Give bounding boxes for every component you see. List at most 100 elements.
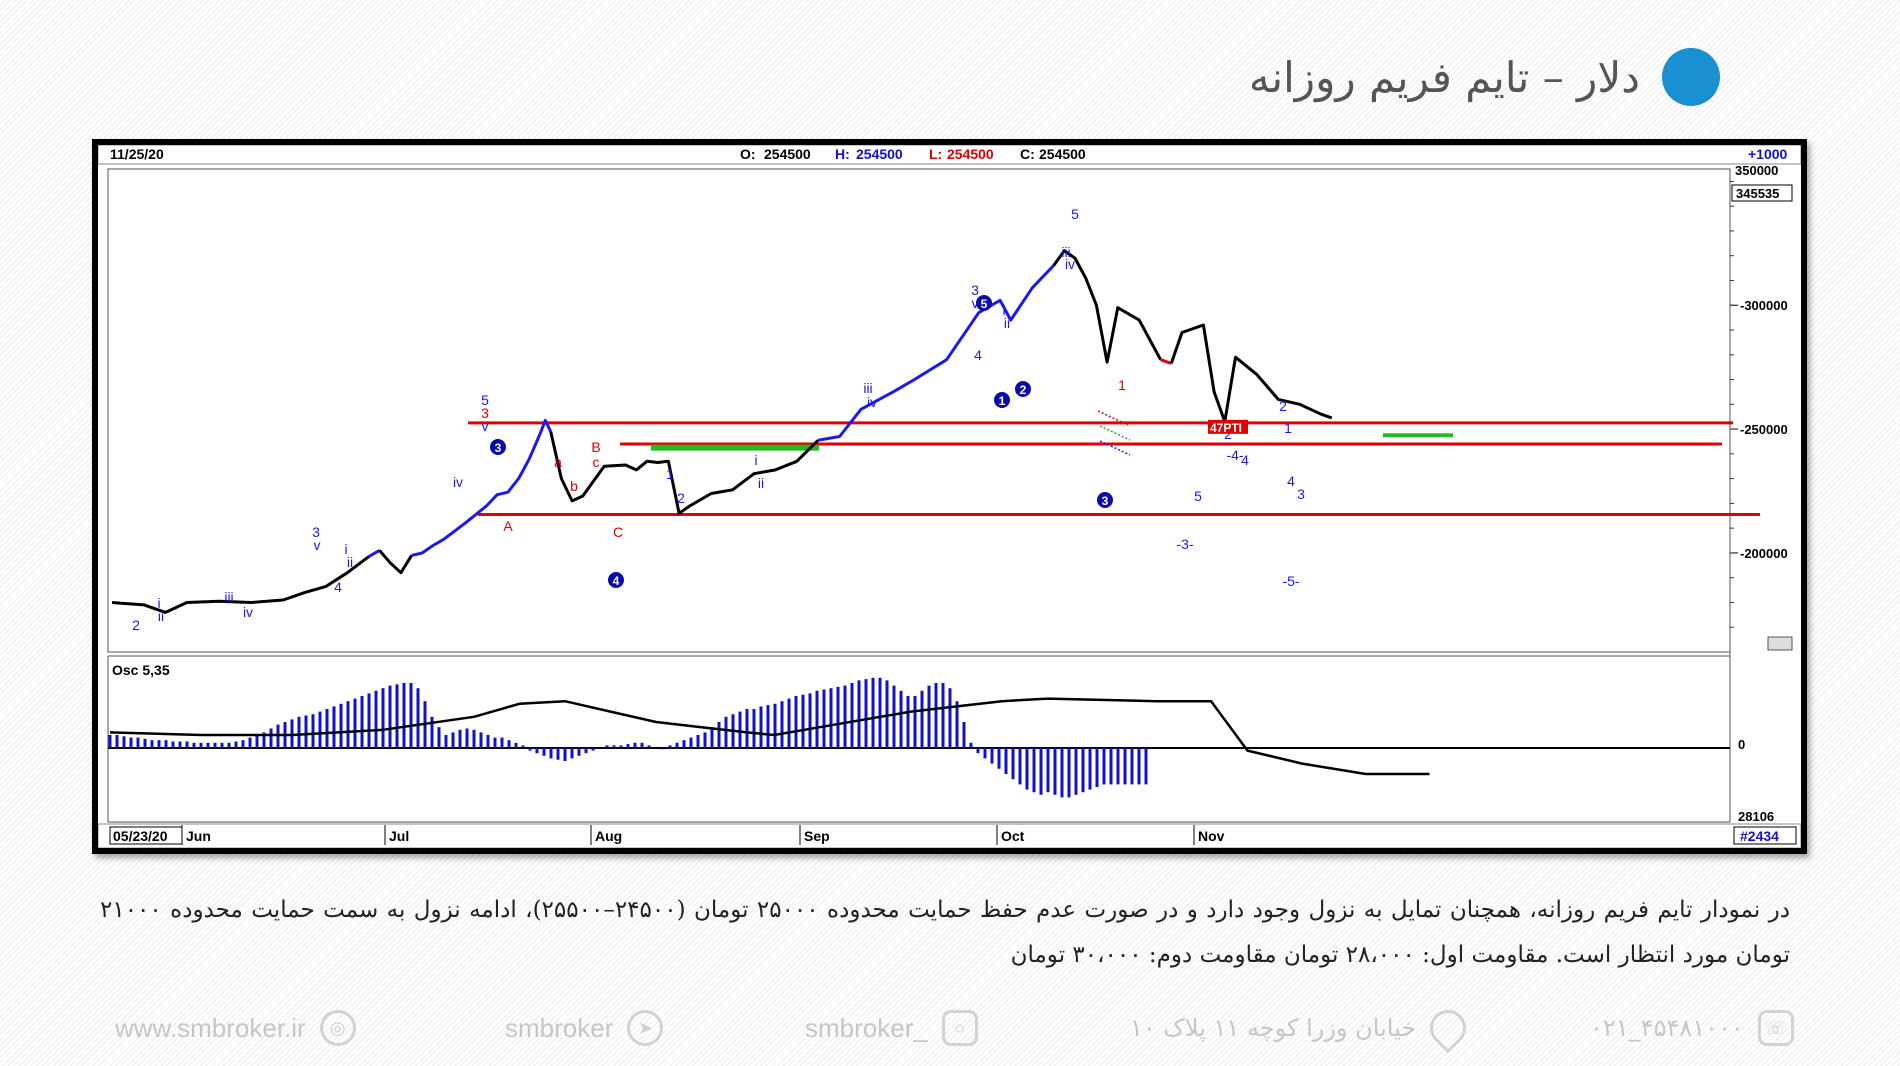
projection-line: [1099, 425, 1131, 441]
wave-label: iii: [224, 589, 233, 605]
wave-label: i: [344, 541, 347, 557]
price-line: [111, 249, 1333, 614]
phone-icon: ☏: [1757, 1010, 1794, 1046]
green-zone: [651, 444, 819, 451]
y-tick-label: -300000: [1740, 298, 1788, 313]
chart-date: 11/25/20: [110, 146, 164, 162]
wave-label: ii: [758, 475, 764, 491]
oscillator-bars: [108, 677, 1730, 798]
ohlc-high: 254500: [856, 146, 903, 162]
wave-circle-label: 3: [495, 441, 502, 455]
footer-phone[interactable]: ۰۲۱_۴۵۴۸۱۰۰۰ ☏: [1590, 1010, 1794, 1046]
month-label: Jun: [186, 828, 211, 844]
wave-label: 1: [1284, 420, 1292, 436]
wave-label: 2: [677, 490, 685, 506]
wave-label: c: [593, 454, 600, 470]
wave-circle-label: 5: [981, 297, 988, 311]
wave-label: iv: [867, 394, 877, 410]
wave-circle: [994, 392, 1010, 408]
phone-text: ۰۲۱_۴۵۴۸۱۰۰۰: [1590, 1014, 1744, 1042]
price-segment: [1052, 249, 1162, 364]
page-header: دلار – تایم فریم روزانه: [1249, 42, 1720, 112]
location-pin-icon: [1422, 1002, 1474, 1054]
osc-label: Osc 5,35: [112, 662, 170, 678]
wave-label: iv: [453, 474, 463, 490]
instagram-text: smbroker_: [805, 1012, 928, 1043]
wave-circle-label: 3: [1102, 494, 1109, 508]
green-zone: [1383, 433, 1453, 438]
wave-label: 1: [1118, 377, 1126, 393]
footer-telegram[interactable]: smbroker ➤: [505, 1010, 664, 1046]
wave-circle: [976, 295, 992, 311]
wave-label: 2: [132, 617, 140, 633]
wave-label: i: [754, 452, 757, 468]
oscillator-signal-line: [109, 697, 1430, 776]
price-axis: -200000 -250000 -300000: [1730, 180, 1788, 628]
month-label: Nov: [1198, 828, 1225, 844]
wave-circle: [608, 572, 624, 588]
month-label: Sep: [804, 828, 830, 844]
wave-label: v: [314, 537, 321, 553]
website-text: www.smbroker.ir: [115, 1012, 306, 1043]
y-tick-label: -200000: [1740, 546, 1788, 561]
wave-label: 3: [971, 282, 979, 298]
month-label: Jul: [389, 828, 409, 844]
price-segment: [817, 264, 1055, 442]
ohlc-low: 254500: [947, 146, 994, 162]
osc-signal-path: [109, 697, 1430, 776]
last-price-tag: 345535: [1736, 186, 1779, 201]
ohlc-low-label: L:: [929, 146, 942, 162]
wave-label: iv: [243, 604, 253, 620]
instagram-icon: ○: [941, 1010, 978, 1046]
price-segment: [1160, 358, 1172, 365]
wave-label: 5: [1071, 206, 1079, 222]
price-segment: [368, 549, 381, 558]
wave-label: 2: [1224, 426, 1232, 442]
ohlc-close-label: C:: [1020, 146, 1035, 162]
target-tag-box: [1208, 419, 1248, 434]
price-segment: [411, 418, 553, 557]
y-tick-label: -250000: [1740, 422, 1788, 437]
wave-label: v: [482, 418, 489, 434]
chart-svg[interactable]: 11/25/20 O: 254500 H: 254500 L: 254500 C…: [98, 145, 1801, 848]
ohlc-high-label: H:: [835, 146, 850, 162]
wave-label: 3: [481, 405, 489, 421]
wave-annotations: 2iiiiiiiv3v4iiiiv35vAabBcC12iiiiiiiv3v4i…: [132, 206, 1305, 633]
price-segment: [1169, 323, 1333, 424]
start-date: 05/23/20: [113, 828, 168, 844]
footer-website[interactable]: www.smbroker.ir ◎: [115, 1010, 356, 1046]
telegram-text: smbroker: [505, 1012, 614, 1043]
footer-instagram[interactable]: smbroker_ ○: [805, 1010, 978, 1046]
wave-label: A: [503, 518, 513, 534]
projection-line: [1097, 410, 1129, 426]
wave-label: ii: [158, 608, 164, 624]
scale-step: +1000: [1748, 146, 1788, 162]
scale-icon[interactable]: [1767, 636, 1793, 651]
projection-line: [1099, 440, 1131, 456]
wave-circle-label: 4: [613, 574, 620, 588]
wave-label: ii: [347, 554, 353, 570]
wave-label: 4: [1287, 473, 1295, 489]
chart-header-bar: [98, 145, 1801, 165]
wave-label: ii: [1004, 315, 1010, 331]
globe-icon: ◎: [319, 1010, 356, 1046]
wave-label: C: [613, 524, 623, 540]
wave-label: iv: [1065, 256, 1075, 272]
target-tag: 47PTI: [1210, 421, 1242, 435]
wave-label: 4: [334, 579, 342, 595]
bar-count: #2434: [1740, 828, 1779, 844]
address-text: خیابان وزرا کوچه ۱۱ پلاک ۱۰: [1130, 1014, 1417, 1042]
wave-label: b: [570, 478, 578, 494]
wave-label: i: [157, 595, 160, 611]
last-price-tag-box: [1731, 184, 1793, 202]
month-label: Aug: [595, 828, 622, 844]
price-segment: [549, 431, 820, 515]
analysis-caption: در نمودار تایم فریم روزانه، همچنان تمایل…: [100, 897, 1790, 968]
wave-label: i: [1002, 302, 1005, 318]
wave-circle: [1015, 381, 1031, 397]
wave-circle-label: 1: [999, 394, 1006, 408]
month-label: Oct: [1001, 828, 1025, 844]
wave-label: -3-: [1176, 536, 1193, 552]
ohlc-open: 254500: [764, 146, 811, 162]
title-bullet-icon: [1662, 48, 1720, 106]
